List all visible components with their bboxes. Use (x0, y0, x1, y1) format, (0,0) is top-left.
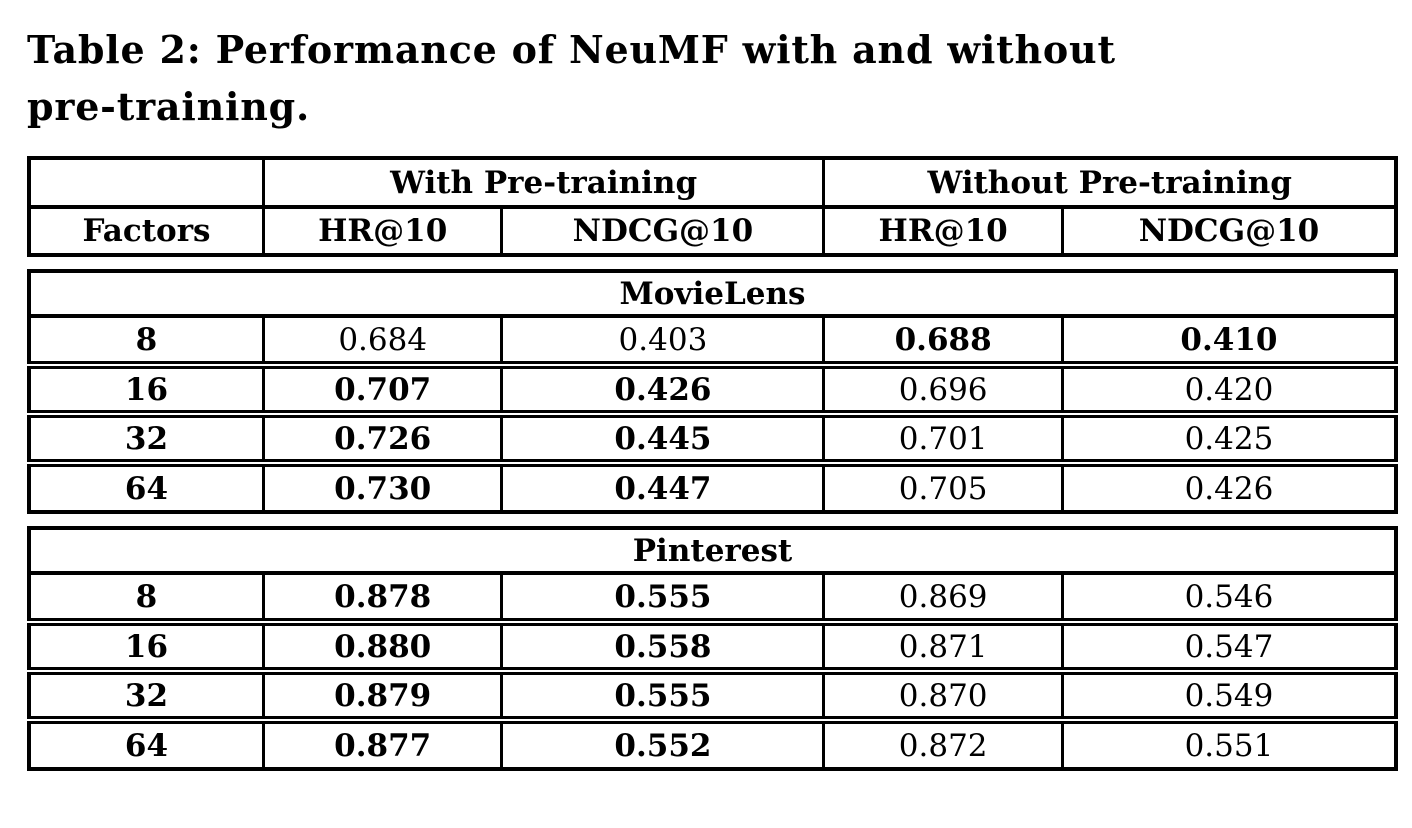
paper-table-figure: Table 2: Performance of NeuMF with and w… (27, 21, 1398, 771)
metric-cell: 0.869 (822, 571, 1063, 622)
col-header-hr10-without: HR@10 (822, 205, 1063, 255)
metric-cell: 0.701 (822, 410, 1063, 463)
metric-cell: 0.555 (500, 667, 824, 720)
metric-cell: 0.696 (822, 361, 1063, 414)
section-title-movielens: MovieLens (619, 275, 806, 312)
table-row: 16 0.880 0.558 0.871 0.547 (29, 618, 1396, 671)
metric-cell: 0.403 (500, 314, 824, 365)
metric-cell: 0.552 (500, 716, 824, 769)
col-header-ndcg10-with: NDCG@10 (500, 205, 824, 255)
factors-cell: 8 (29, 314, 264, 365)
factors-cell: 32 (29, 667, 264, 720)
section-title-row: MovieLens (29, 271, 1396, 316)
metric-cell: 0.426 (500, 361, 824, 414)
caption-line-2: pre-training. (27, 84, 311, 129)
table-row: 8 0.878 0.555 0.869 0.546 (29, 571, 1396, 622)
metric-cell: 0.871 (822, 618, 1063, 671)
movielens-section-table: MovieLens 8 0.684 0.403 0.688 0.410 16 0… (27, 269, 1398, 514)
corner-cell (29, 158, 263, 207)
factors-cell: 16 (29, 361, 264, 414)
col-header-hr10-with: HR@10 (261, 205, 502, 255)
metric-cell: 0.707 (261, 361, 502, 414)
caption-line-1: Table 2: Performance of NeuMF with and w… (27, 27, 1116, 72)
metric-cell: 0.880 (261, 618, 502, 671)
col-header-ndcg10-without: NDCG@10 (1060, 205, 1396, 255)
table-row: 64 0.877 0.552 0.872 0.551 (29, 716, 1396, 769)
metric-cell: 0.558 (500, 618, 824, 671)
metric-cell: 0.730 (261, 459, 502, 512)
factors-cell: 64 (29, 716, 264, 769)
column-header-row: Factors HR@10 NDCG@10 HR@10 NDCG@10 (29, 205, 1396, 255)
metric-cell: 0.420 (1060, 361, 1396, 414)
metric-cell: 0.555 (500, 571, 824, 622)
group-header-with-pretraining: With Pre-training (261, 158, 824, 207)
metric-cell: 0.447 (500, 459, 824, 512)
metric-cell: 0.878 (261, 571, 502, 622)
table-row: 64 0.730 0.447 0.705 0.426 (29, 459, 1396, 512)
metric-cell: 0.445 (500, 410, 824, 463)
metric-cell: 0.688 (822, 314, 1063, 365)
section-title-row: Pinterest (29, 528, 1396, 573)
metric-cell: 0.877 (261, 716, 502, 769)
metric-cell: 0.870 (822, 667, 1063, 720)
metric-cell: 0.547 (1060, 618, 1396, 671)
section-title-pinterest: Pinterest (632, 532, 793, 569)
metric-cell: 0.879 (261, 667, 502, 720)
metric-cell: 0.551 (1060, 716, 1396, 769)
table-row: 32 0.726 0.445 0.701 0.425 (29, 410, 1396, 463)
metric-cell: 0.684 (261, 314, 502, 365)
group-header-row: With Pre-training Without Pre-training (29, 158, 1396, 207)
col-header-factors: Factors (29, 205, 264, 255)
factors-cell: 8 (29, 571, 264, 622)
metric-cell: 0.549 (1060, 667, 1396, 720)
table-row: 16 0.707 0.426 0.696 0.420 (29, 361, 1396, 414)
metric-cell: 0.425 (1060, 410, 1396, 463)
table-row: 32 0.879 0.555 0.870 0.549 (29, 667, 1396, 720)
table-caption: Table 2: Performance of NeuMF with and w… (27, 21, 1398, 135)
table-row: 8 0.684 0.403 0.688 0.410 (29, 314, 1396, 365)
factors-cell: 64 (29, 459, 264, 512)
metric-cell: 0.705 (822, 459, 1063, 512)
metric-cell: 0.546 (1060, 571, 1396, 622)
metric-cell: 0.410 (1060, 314, 1396, 365)
metric-cell: 0.426 (1060, 459, 1396, 512)
factors-cell: 16 (29, 618, 264, 671)
table-header-block: With Pre-training Without Pre-training F… (27, 156, 1398, 257)
pinterest-section-table: Pinterest 8 0.878 0.555 0.869 0.546 16 0… (27, 526, 1398, 771)
metric-cell: 0.726 (261, 410, 502, 463)
group-header-without-pretraining: Without Pre-training (822, 158, 1396, 207)
metric-cell: 0.872 (822, 716, 1063, 769)
factors-cell: 32 (29, 410, 264, 463)
